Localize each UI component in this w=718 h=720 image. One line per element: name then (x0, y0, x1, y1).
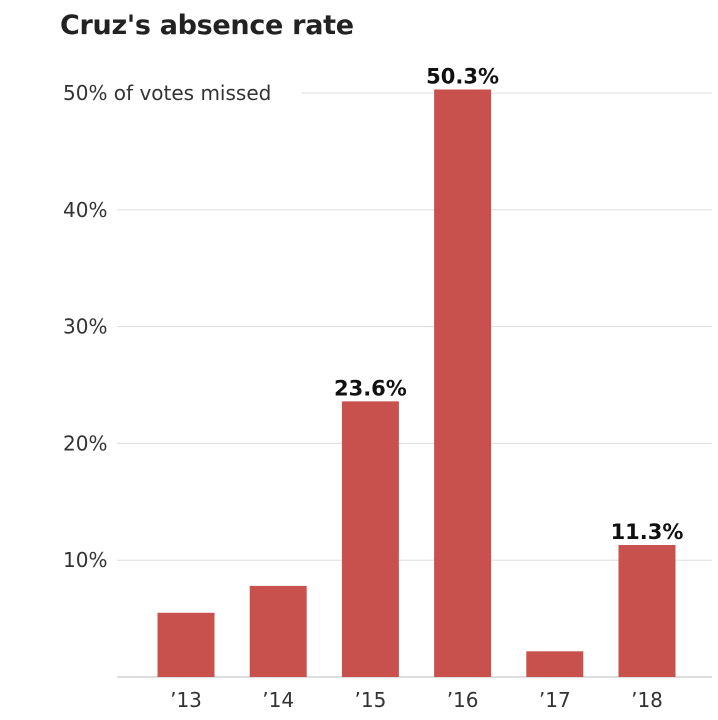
y-tick-label: 10% (63, 548, 107, 572)
bar (618, 545, 676, 677)
bar-layer (157, 89, 676, 678)
y-tick-label: 40% (63, 198, 107, 222)
grid-layer: 10% 20% 30% 40% 50% of votes missed (63, 81, 712, 678)
data-label: 23.6% (334, 376, 407, 400)
bar (157, 612, 215, 677)
bar (434, 89, 492, 678)
x-tick-label: ’16 (447, 688, 479, 712)
chart-title: Cruz's absence rate (60, 10, 354, 41)
bar (526, 651, 584, 677)
data-label: 11.3% (611, 520, 684, 544)
x-tick-label: ’13 (170, 688, 202, 712)
x-tick-label: ’15 (354, 688, 386, 712)
bar (341, 401, 399, 677)
y-tick-label: 50% of votes missed (63, 81, 271, 105)
bar (249, 585, 307, 677)
x-tick-label: ’18 (631, 688, 663, 712)
x-tick-label: ’17 (539, 688, 571, 712)
y-tick-label: 30% (63, 315, 107, 339)
x-tick-label: ’14 (262, 688, 294, 712)
y-tick-label: 20% (63, 431, 107, 455)
data-label: 50.3% (426, 64, 499, 88)
label-layer: ’13 ’14 23.6% ’15 50.3% ’16 ’17 11.3% ’18 (170, 64, 683, 712)
